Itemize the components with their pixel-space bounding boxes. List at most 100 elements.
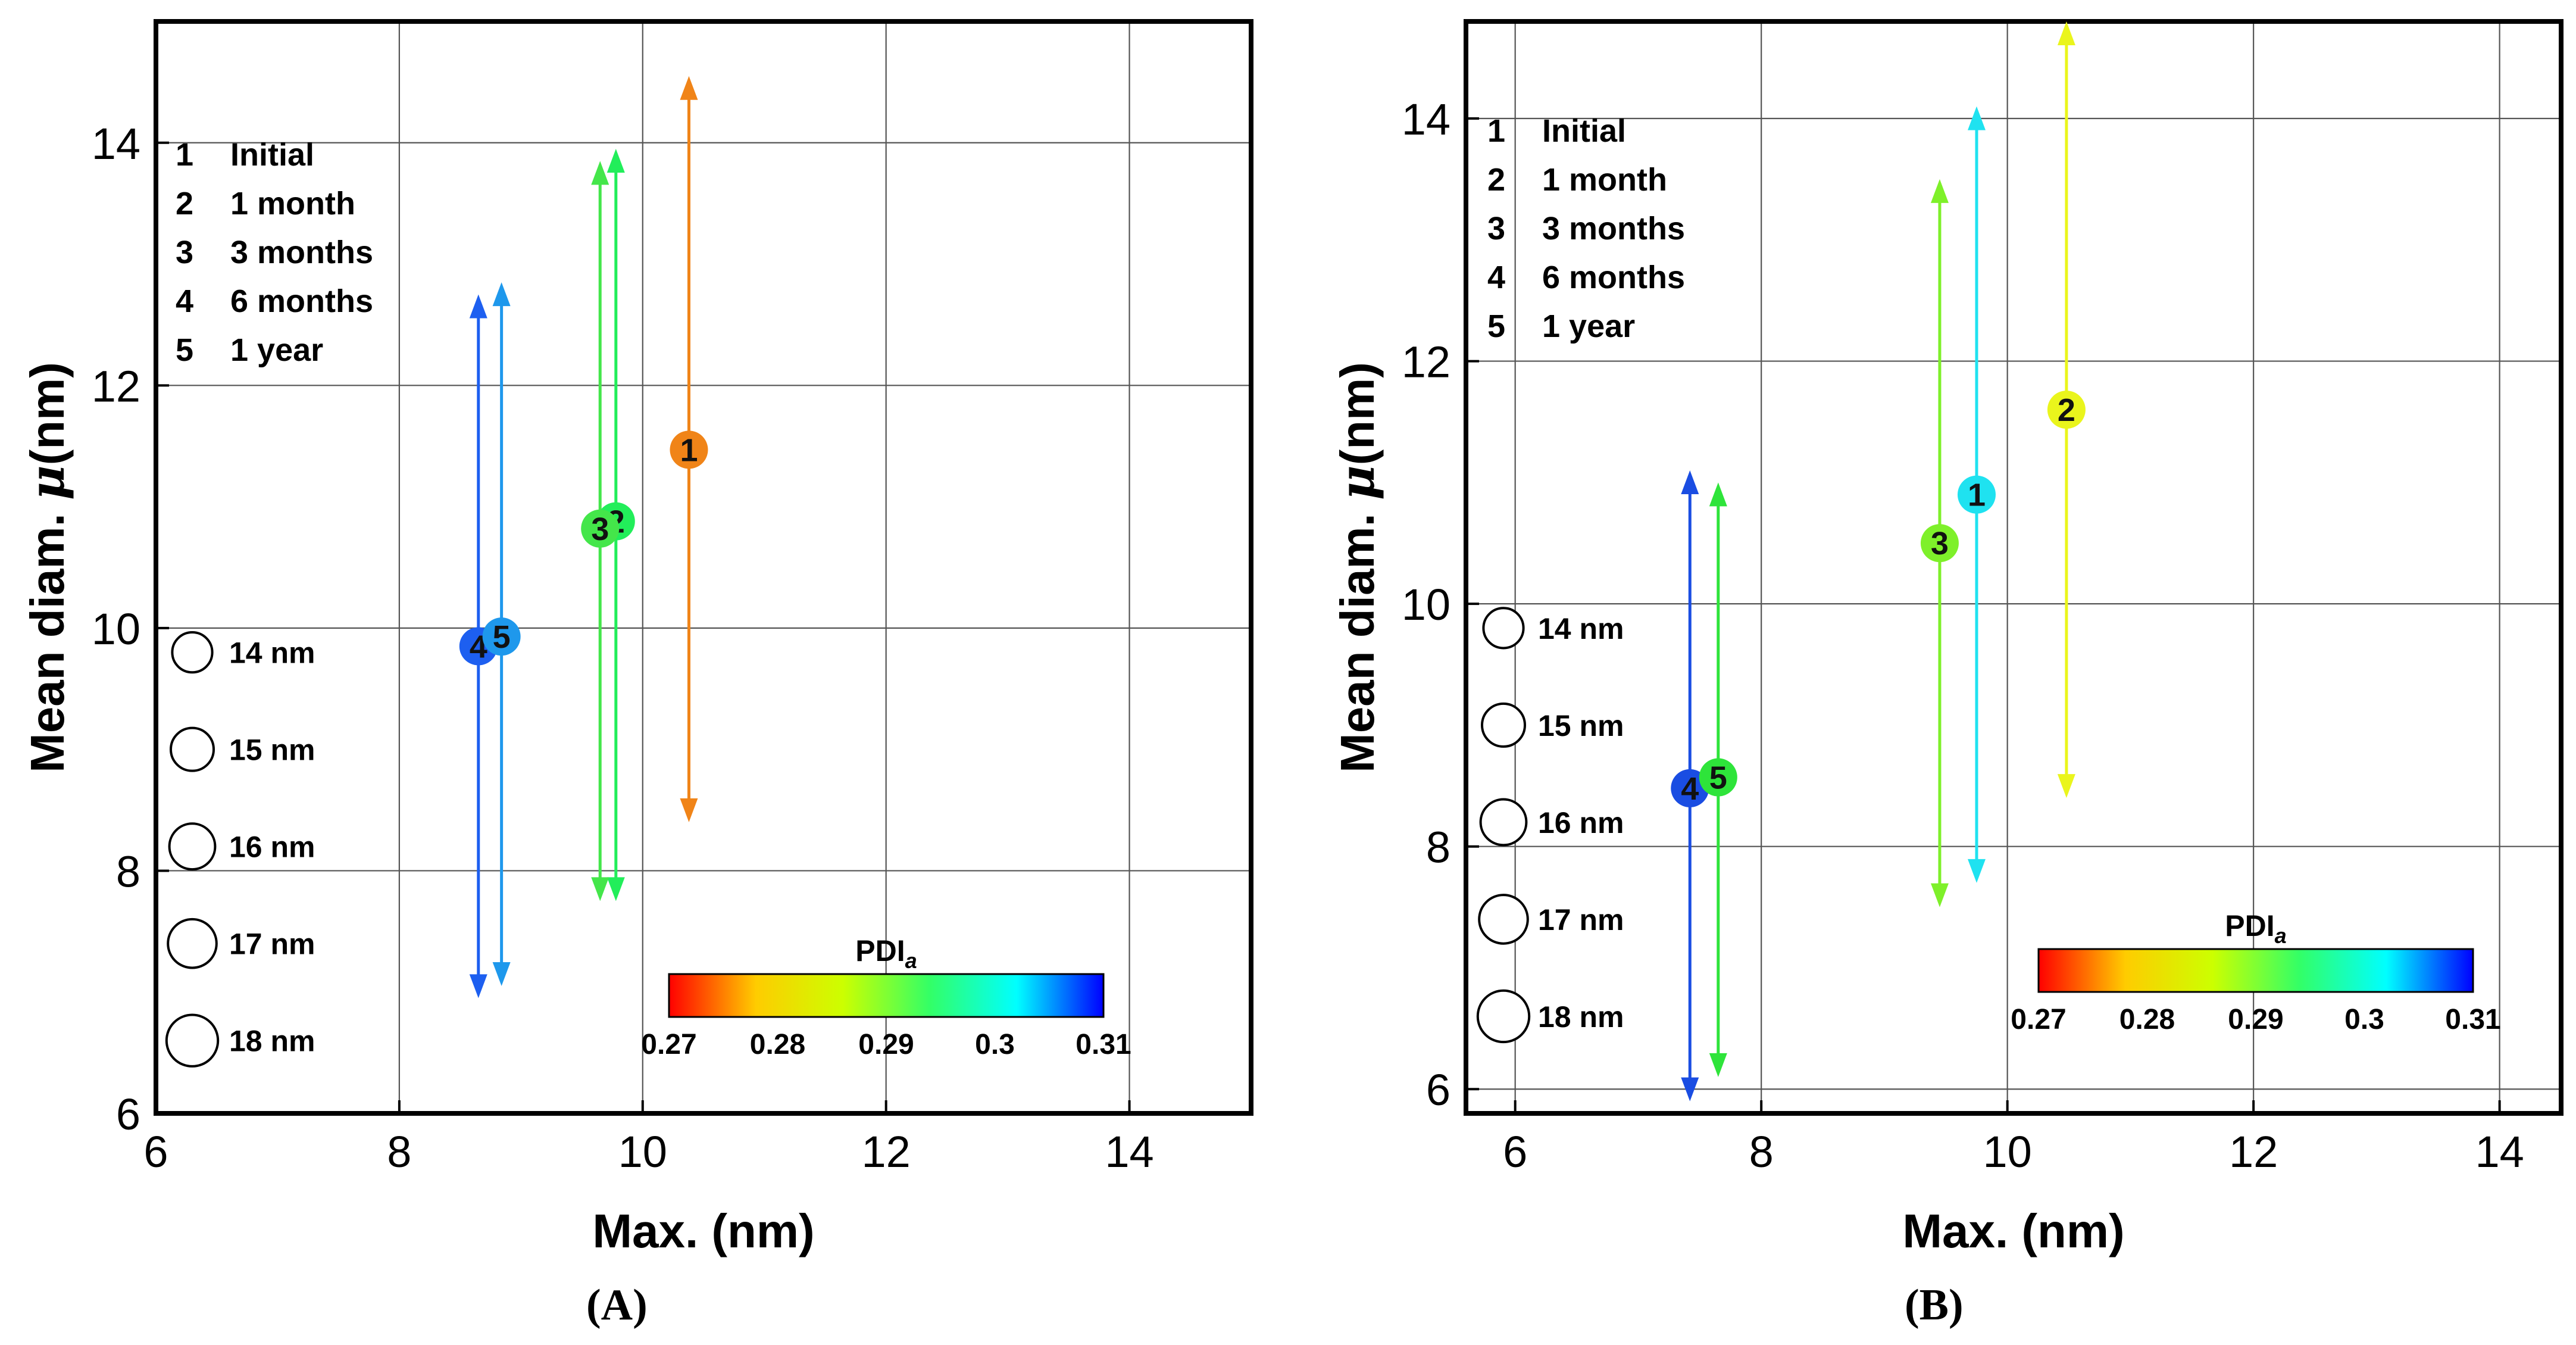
size-legend-circle [1478, 894, 1529, 945]
colorbar-title: PDIa [2225, 909, 2286, 948]
colorbar-tick-label: 0.28 [2119, 1004, 2175, 1035]
colorbar-title-sub: a [905, 948, 917, 973]
legend-number: 2 [1487, 162, 1505, 198]
error-bar-arrow-top [1930, 179, 1949, 203]
error-bar-arrow-bottom [1709, 1053, 1727, 1077]
y-axis-title: Mean diam. μ(nm) [19, 362, 75, 773]
x-tick-label: 14 [1105, 1127, 1153, 1177]
legend-label: 1 year [1542, 308, 1635, 344]
colorbar-title-main: PDI [855, 934, 905, 968]
colorbar-title-sub: a [2275, 923, 2287, 948]
colorbar-tick-label: 0.27 [641, 1029, 696, 1060]
size-legend-circle [1479, 798, 1528, 847]
error-bar-arrow-bottom [1967, 859, 1986, 883]
data-point [581, 509, 620, 548]
plot-frame [154, 19, 1253, 1116]
data-point-label: 1 [1968, 478, 1986, 513]
colorbar-tick-label: 0.28 [750, 1029, 805, 1060]
error-bar-arrow-bottom [1681, 1077, 1699, 1101]
error-bar-arrow-top [1967, 106, 1986, 130]
x-axis-title: Max. (nm) [1902, 1204, 2124, 1257]
legend-number: 4 [1487, 260, 1505, 295]
legend-number: 3 [176, 235, 193, 270]
legend-number: 1 [1487, 113, 1505, 149]
colorbar-tick-label: 0.31 [2445, 1004, 2500, 1035]
legend-label: 6 months [230, 283, 373, 319]
colorbar-tick-label: 0.29 [858, 1029, 914, 1060]
legend-label: 3 months [1542, 211, 1685, 246]
error-bar-arrow-top [607, 148, 625, 173]
y-tick-label: 6 [1426, 1065, 1450, 1115]
legend-number: 4 [176, 283, 193, 319]
y-axis-title: Mean diam. μ(nm) [1329, 362, 1385, 773]
size-legend-circle [1476, 989, 1531, 1044]
data-point-label: 2 [2058, 392, 2075, 428]
legend-label: 1 month [230, 186, 355, 221]
x-tick-label: 6 [143, 1127, 168, 1177]
legend-label: 3 months [230, 235, 373, 270]
legend-number: 3 [1487, 211, 1505, 246]
data-point-label: 5 [493, 619, 511, 655]
data-point-label: 4 [1681, 771, 1699, 807]
chart-panel-b: 6 8 10 12 14 6 8 10 12 14 Max. (nm) Mean diam. μ(nm… [1288, 0, 2576, 1345]
error-bar-arrow-top [591, 161, 609, 185]
colorbar-title: PDIa [855, 934, 917, 973]
y-axis-title-main: Mean diam. [1331, 500, 1384, 773]
size-legend-label: 18 nm [1538, 1000, 1624, 1034]
y-axis-title-unit: (nm) [21, 362, 74, 465]
y-tick-label: 8 [116, 847, 140, 896]
y-tick-label: 6 [116, 1090, 140, 1139]
x-tick-label: 12 [862, 1127, 911, 1177]
legend-number: 2 [176, 186, 193, 221]
data-point [2047, 391, 2086, 429]
error-bar-arrow-top [492, 282, 511, 307]
size-legend-label: 16 nm [229, 831, 315, 864]
size-legend-label: 16 nm [1538, 806, 1624, 840]
colorbar-title-main: PDI [2225, 909, 2274, 943]
size-legend-circle [171, 631, 214, 674]
panel-caption-a: (A) [586, 1281, 648, 1330]
size-legend-circle [1481, 702, 1526, 748]
size-legend-label: 18 nm [229, 1025, 315, 1058]
error-bar-arrow-top [1709, 482, 1727, 507]
y-tick-label: 12 [92, 361, 140, 411]
y-axis-title-main: Mean diam. [21, 500, 74, 773]
y-tick-label: 8 [1426, 823, 1450, 872]
chart-panel-a: 6 8 10 12 14 6 8 10 12 14 Max. (nm) Mean diam. μ(nm… [19, 19, 1253, 1330]
legend-label: 1 month [1542, 162, 1667, 198]
data-point [1699, 758, 1737, 797]
x-tick-label: 10 [618, 1127, 667, 1177]
y-axis-title-unit: (nm) [1331, 362, 1384, 465]
size-legend-circle [1482, 607, 1525, 650]
y-tick-label: 12 [1402, 338, 1450, 387]
colorbar [2037, 948, 2474, 993]
plot-frame [1464, 19, 2564, 1116]
legend-number: 5 [1487, 308, 1505, 344]
error-bar-arrow-bottom [607, 877, 625, 901]
legend-number: 5 [176, 332, 193, 368]
x-tick-label: 14 [2475, 1127, 2524, 1177]
size-legend-circle [168, 822, 217, 871]
y-tick-label: 14 [92, 119, 140, 168]
x-tick-label: 10 [1983, 1127, 2032, 1177]
colorbar-tick-label: 0.3 [2344, 1004, 2384, 1035]
x-tick-label: 8 [1749, 1127, 1774, 1177]
size-legend-circle [165, 1013, 220, 1068]
legend-label: 1 year [230, 332, 323, 368]
y-axis-title-symbol: μ [1329, 465, 1385, 500]
colorbar [668, 973, 1105, 1018]
error-bar-arrow-bottom [492, 962, 511, 987]
y-tick-label: 10 [1402, 580, 1450, 629]
data-point-label: 3 [591, 511, 609, 547]
y-tick-label: 10 [92, 604, 140, 654]
x-tick-label: 12 [2229, 1127, 2278, 1177]
size-legend-circle [167, 918, 218, 969]
legend-label: 6 months [1542, 260, 1685, 295]
error-bar-arrow-bottom [591, 877, 609, 901]
size-legend-label: 17 nm [1538, 903, 1624, 937]
data-point [670, 430, 708, 469]
data-point-label: 1 [680, 432, 698, 468]
colorbar-tick-label: 0.29 [2228, 1004, 2283, 1035]
x-axis-title: Max. (nm) [592, 1204, 814, 1257]
